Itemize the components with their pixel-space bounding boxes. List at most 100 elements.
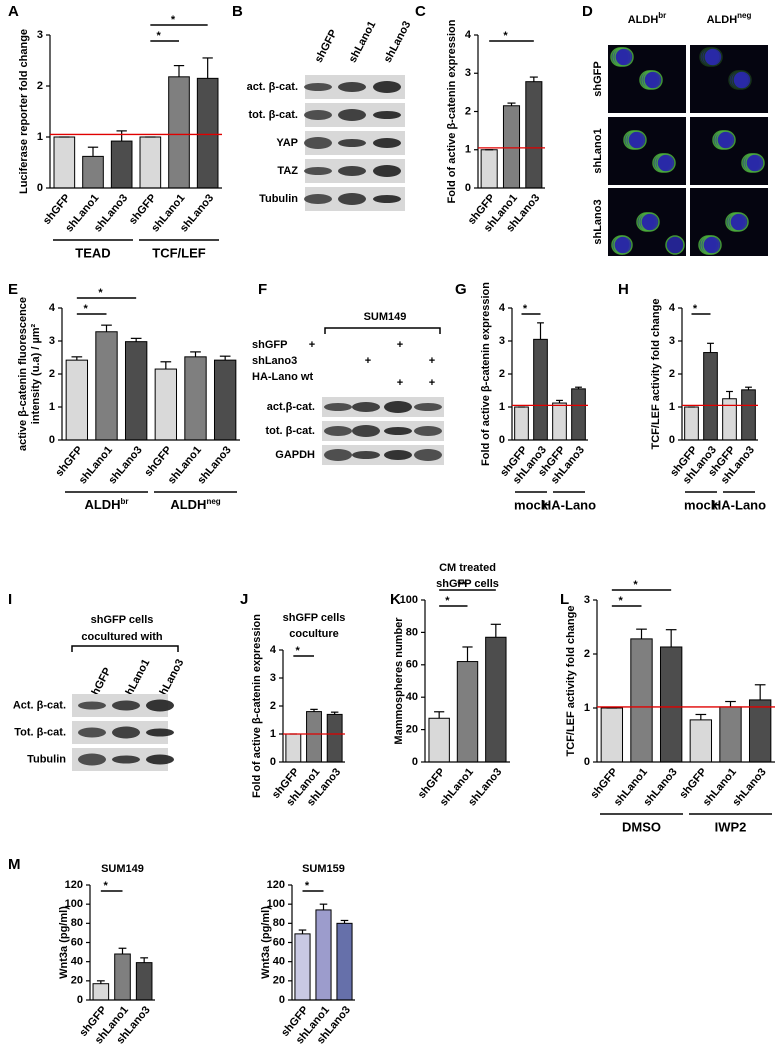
bar [336,922,353,1001]
blot-band [146,699,174,712]
bar [533,338,548,441]
blot-band [324,426,352,436]
blot-band [78,727,106,738]
blot-band [146,728,174,737]
bar [552,402,567,441]
y-tick-label: 0 [584,756,590,768]
blot-row-label: act.β-cat. [267,401,315,413]
y-axis-label: Fold of active β-catenin expression [251,614,263,798]
blot-band [324,403,352,411]
blot-band [304,137,332,149]
significance-label: * [296,645,301,657]
blot-band [338,109,366,121]
y-tick-label: 40 [406,691,418,703]
condition-mark: + [397,339,403,351]
micrograph [608,117,686,185]
cell [732,70,752,90]
bar [315,909,332,1001]
group-label-sup: br [121,497,129,506]
cell [640,212,660,232]
blot-band [414,449,442,461]
blot-band [112,755,140,764]
panel-letter: M [8,856,21,873]
blot-band [384,450,412,460]
bar [684,406,699,441]
significance-label: * [104,880,109,892]
group-label: TCF/LEF [152,245,205,260]
y-tick-label: 3 [37,29,43,41]
blot-band [373,138,401,148]
y-axis-label: Fold of active β-catenin expression [446,19,458,203]
column-label: ALDHneg [707,11,752,26]
y-tick-label: 120 [267,879,285,891]
y-tick-label: 100 [400,594,418,606]
bracket [71,645,179,652]
cell [627,130,647,150]
bar [719,706,742,763]
y-tick-label: 3 [499,335,505,347]
y-tick-label: 3 [270,672,276,684]
condition-label: shGFP [252,339,287,351]
blot-title: SUM149 [364,311,407,323]
blot-band [352,451,380,459]
y-tick-label: 120 [65,879,83,891]
significance-label: * [633,579,638,591]
bar [659,646,683,763]
y-tick-label: 80 [273,917,285,929]
y-tick-label: 3 [465,67,471,79]
column-label-sup: neg [737,11,751,20]
y-tick-label: 1 [584,702,590,714]
y-tick-label: 1 [49,401,55,413]
y-tick-label: 0 [412,756,418,768]
group-label: IWP2 [715,819,747,834]
y-tick-label: 2 [49,368,55,380]
blot-row-label: Act. β-cat. [13,699,66,711]
y-tick-label: 20 [273,975,285,987]
bar [154,368,178,441]
group-label: HA-Lano [712,497,766,512]
chart-title: shGFP cells [283,612,346,624]
cell [716,130,736,150]
group-label-base: ALDH [170,497,206,512]
blot-band [373,165,401,177]
bar [306,711,322,763]
y-tick-label: 80 [406,626,418,638]
y-tick-label: 3 [584,594,590,606]
panel-letter: L [560,591,569,608]
y-axis-label: Mammospheres number [393,617,405,745]
blot-band [384,401,412,413]
column-label-base: ALDH [707,14,738,26]
significance-label: * [445,595,450,607]
y-tick-label: 4 [465,29,472,41]
cell [613,235,633,255]
y-tick-label: 100 [65,898,83,910]
y-tick-label: 60 [71,936,83,948]
bar [65,359,89,441]
condition-mark: + [429,377,435,389]
bar [748,699,772,763]
blot-band [112,726,140,739]
blot-band [384,427,412,435]
bar [703,352,718,441]
y-tick-label: 2 [37,80,43,92]
y-axis-label: Luciferase reporter fold change [18,29,30,194]
y-tick-label: 4 [499,302,506,314]
y-tick-label: 2 [584,648,590,660]
blot-band [78,701,106,710]
group-label: ALDHneg [170,497,220,513]
y-tick-label: 2 [669,368,675,380]
blot-band [414,426,442,436]
blot-row-label: Tot. β-cat. [14,726,66,738]
y-axis-label: TCF/LEF activity fold change [650,299,662,450]
group-label: DMSO [622,819,661,834]
blot-row-label: tot. β-cat. [266,425,316,437]
chart-title: SUM149 [101,863,144,875]
cell [702,235,722,255]
group-label: mock [684,497,719,512]
group-label: TEAD [75,245,110,260]
y-axis-label: Wnt3a (pg/ml) [260,906,272,979]
bar [428,717,450,763]
y-tick-label: 100 [267,898,285,910]
blot-band [304,167,332,175]
